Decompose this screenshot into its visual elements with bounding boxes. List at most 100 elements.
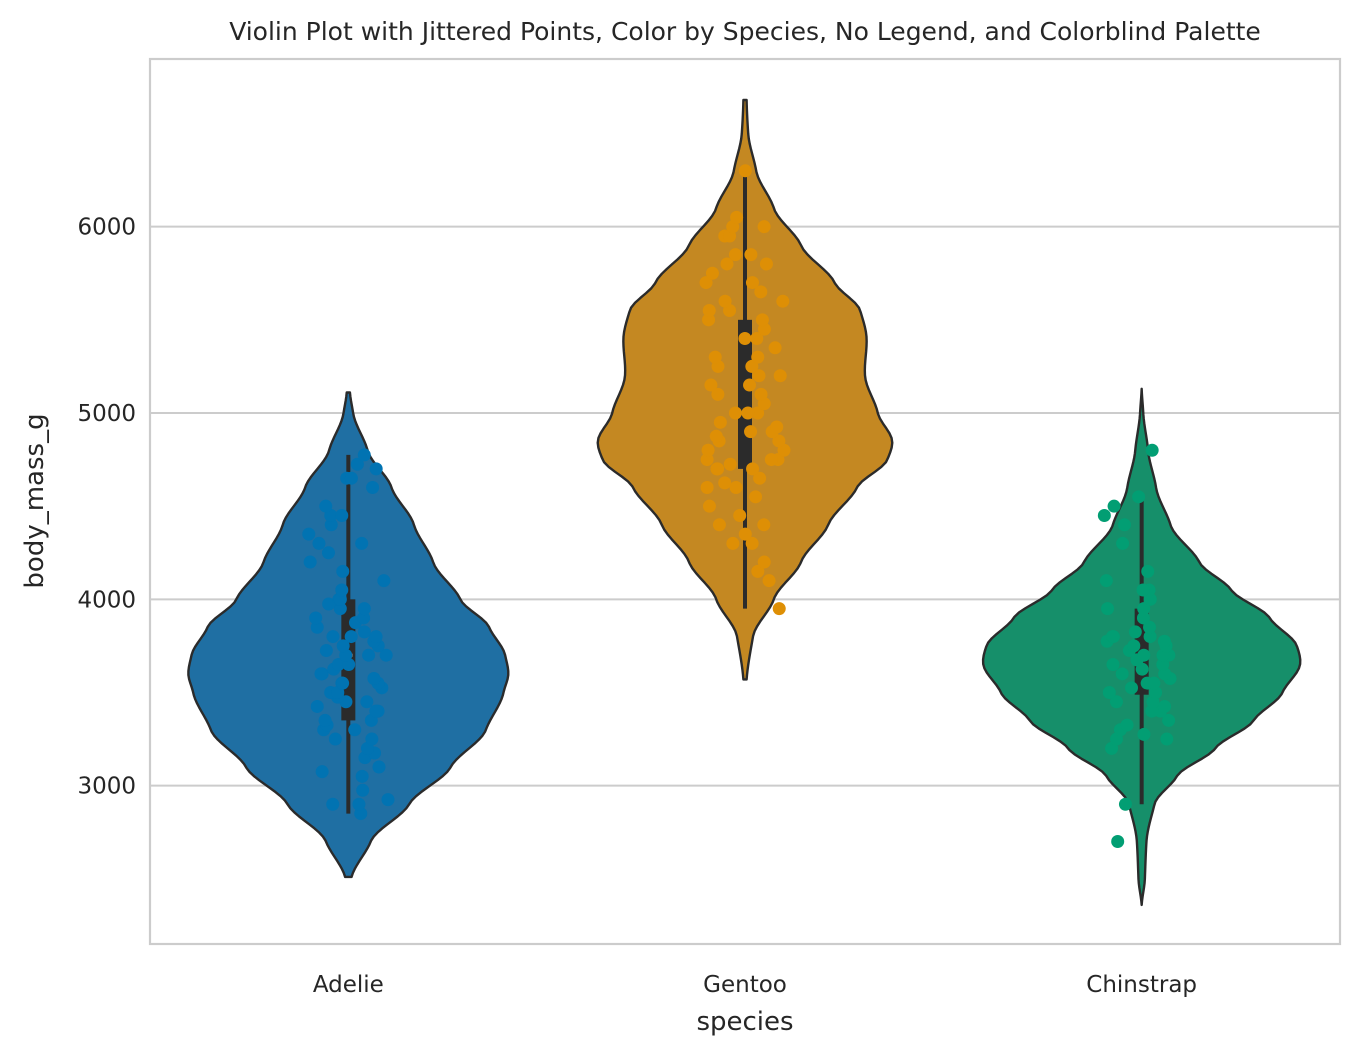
x-tick-labels: Adelie Gentoo Chinstrap (313, 972, 1197, 998)
data-point (718, 294, 732, 308)
data-point (344, 471, 358, 485)
data-point (302, 527, 316, 541)
data-point (738, 527, 752, 541)
data-point (764, 453, 778, 467)
data-point (344, 630, 358, 644)
data-point (377, 574, 391, 588)
data-point (757, 220, 771, 234)
data-point (743, 378, 757, 392)
data-point (331, 658, 345, 672)
data-point (1109, 695, 1123, 709)
data-point (335, 508, 349, 522)
data-point (1145, 443, 1159, 457)
data-point (1125, 681, 1139, 695)
data-point (1118, 518, 1131, 532)
data-point (360, 695, 374, 709)
data-point (367, 672, 381, 685)
data-point (1157, 634, 1171, 648)
data-point (1118, 797, 1132, 811)
data-point (326, 797, 340, 811)
data-point (773, 369, 787, 383)
data-point (718, 476, 732, 490)
data-point (328, 732, 342, 746)
data-point (754, 387, 768, 401)
data-point (326, 630, 340, 644)
data-point (1136, 583, 1150, 597)
data-point (319, 499, 333, 513)
data-point (365, 732, 379, 746)
data-point (1107, 499, 1121, 513)
y-tick-labels: 3000 4000 5000 6000 (77, 215, 136, 800)
x-tick-label: Adelie (313, 972, 384, 998)
data-point (720, 257, 734, 271)
data-point (321, 546, 335, 560)
chart-title: Violin Plot with Jittered Points, Color … (229, 17, 1261, 46)
data-point (357, 625, 371, 639)
data-point (759, 257, 773, 271)
x-tick-label: Chinstrap (1086, 972, 1197, 998)
data-point (745, 536, 759, 550)
data-point (700, 481, 714, 495)
data-point (745, 359, 759, 373)
data-point (309, 611, 323, 625)
data-point (1115, 667, 1129, 681)
data-point (1156, 658, 1170, 672)
data-point (372, 760, 386, 774)
data-point (702, 313, 716, 327)
data-point (755, 313, 769, 327)
data-point (336, 639, 350, 653)
data-point (303, 555, 317, 569)
data-point (711, 462, 725, 476)
data-point (770, 420, 784, 434)
x-axis-label: species (696, 1007, 793, 1037)
data-point (728, 248, 742, 262)
data-point (702, 499, 716, 513)
data-point (1102, 685, 1116, 699)
data-point (366, 481, 380, 495)
data-point (324, 518, 338, 532)
data-point (753, 471, 767, 485)
data-point (1137, 648, 1151, 662)
data-point (704, 378, 718, 392)
data-point (318, 713, 332, 727)
data-point (1111, 835, 1125, 849)
data-point (750, 331, 764, 345)
data-point (362, 648, 376, 662)
data-point (744, 248, 758, 262)
data-point (751, 406, 765, 420)
data-point (369, 462, 383, 476)
data-point (1143, 620, 1156, 634)
data-point (712, 518, 726, 532)
data-point (314, 667, 328, 681)
data-point (713, 415, 727, 429)
data-point (379, 648, 393, 662)
data-point (1162, 713, 1176, 727)
data-point (749, 490, 763, 504)
data-point (312, 536, 326, 550)
data-point (757, 555, 771, 569)
data-point (772, 602, 786, 616)
data-point (357, 602, 371, 616)
data-point (762, 574, 776, 588)
data-point (369, 630, 383, 644)
data-point (322, 597, 336, 611)
plot-frame (148, 57, 1342, 946)
y-tick-label: 6000 (77, 215, 136, 241)
data-point (1127, 639, 1141, 653)
data-point (381, 793, 395, 807)
data-point (356, 783, 370, 797)
data-point (1116, 536, 1130, 550)
data-point (772, 434, 786, 448)
data-point (746, 462, 760, 476)
data-point (1099, 574, 1113, 588)
data-point (701, 443, 715, 457)
data-point (1137, 602, 1151, 616)
data-point (1106, 658, 1120, 672)
data-point (1132, 490, 1146, 504)
data-point (335, 583, 349, 597)
y-tick-label: 4000 (77, 587, 136, 613)
data-point (1128, 625, 1142, 639)
data-point (1158, 699, 1172, 713)
data-point (352, 797, 366, 811)
data-point (357, 611, 371, 625)
